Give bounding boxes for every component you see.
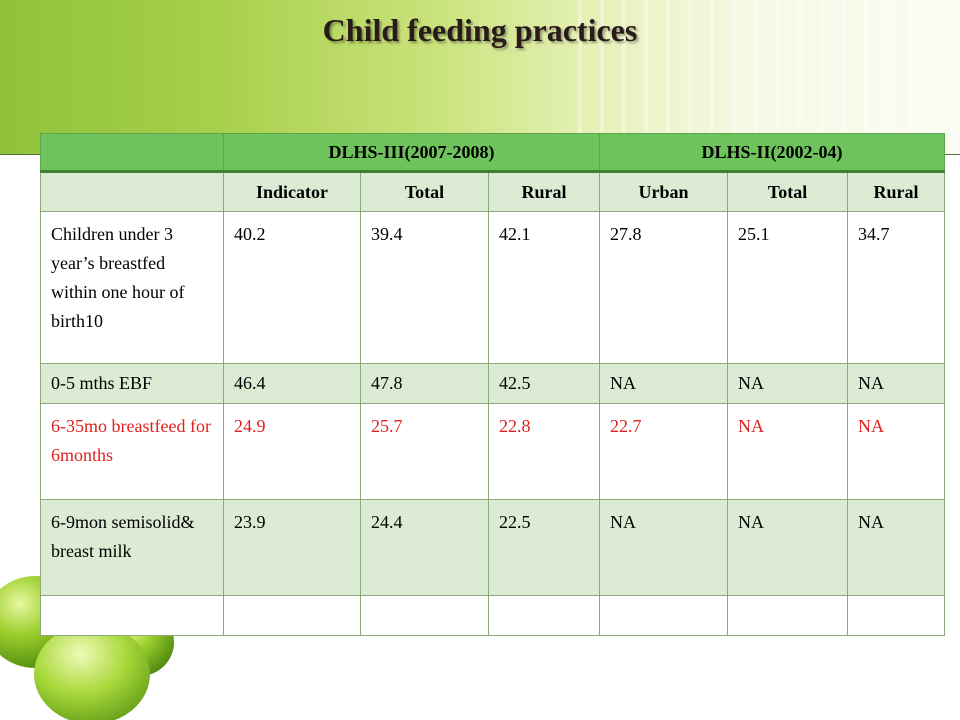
- table-cell: 22.8: [487, 403, 601, 500]
- table-cell: 22.7: [599, 403, 729, 500]
- table-cell: NA: [847, 363, 946, 404]
- table-cell-empty: [599, 595, 729, 636]
- banner-stripes: [560, 0, 960, 155]
- row-label: Children under 3 year’s breastfed within…: [40, 211, 224, 364]
- column-header-indicator: Indicator: [223, 170, 361, 212]
- column-header-rural: Rural: [487, 170, 601, 212]
- table-cell: 39.4: [360, 211, 489, 364]
- header-banner: [0, 0, 960, 155]
- table-cell: 23.9: [223, 499, 361, 596]
- column-header-urban: Urban: [599, 170, 729, 212]
- table-row: 6-9mon semisolid& breast milk 23.9 24.4 …: [40, 499, 946, 596]
- table-cell: NA: [599, 499, 729, 596]
- table-cell: NA: [727, 403, 849, 500]
- table-cell: 42.1: [487, 211, 601, 364]
- group-header-dlhs2: DLHS-II(2002-04): [599, 133, 946, 172]
- table-cell-empty: [727, 595, 849, 636]
- table-cell: 24.4: [360, 499, 489, 596]
- table-cell: NA: [727, 499, 849, 596]
- table-cell: 27.8: [599, 211, 729, 364]
- table-cell: 34.7: [847, 211, 946, 364]
- table-cell: 47.8: [360, 363, 489, 404]
- column-header-row: Indicator Total Rural Urban Total Rural: [40, 170, 946, 212]
- table-cell-empty: [360, 595, 489, 636]
- table-cell-empty: [223, 595, 361, 636]
- table-cell-empty: [847, 595, 946, 636]
- empty-row: [40, 595, 946, 636]
- group-header-dlhs3: DLHS-III(2007-2008): [222, 133, 601, 172]
- table-row: Children under 3 year’s breastfed within…: [40, 211, 946, 364]
- row-label: 0-5 mths EBF: [40, 363, 224, 404]
- table-cell: 25.1: [727, 211, 849, 364]
- table-cell: NA: [599, 363, 729, 404]
- feeding-practices-table: DLHS-III(2007-2008) DLHS-II(2002-04) Ind…: [40, 133, 946, 636]
- table-row: 0-5 mths EBF 46.4 47.8 42.5 NA NA NA: [40, 363, 946, 404]
- table-cell: 24.9: [223, 403, 361, 500]
- apple-front: [34, 624, 150, 720]
- table-cell: NA: [727, 363, 849, 404]
- table-cell: 22.5: [487, 499, 601, 596]
- row-label: 6-35mo breastfeed for 6months: [40, 403, 224, 500]
- table-cell: 40.2: [223, 211, 361, 364]
- table-cell: 46.4: [223, 363, 361, 404]
- group-header-blank: [40, 133, 224, 172]
- slide-title: Child feeding practices: [322, 12, 638, 48]
- column-header-total: Total: [360, 170, 489, 212]
- table-cell: 42.5: [487, 363, 601, 404]
- column-header-total-2: Total: [727, 170, 849, 212]
- table-cell-empty: [40, 595, 224, 636]
- table-cell: 25.7: [360, 403, 489, 500]
- table-row-highlighted: 6-35mo breastfeed for 6months 24.9 25.7 …: [40, 403, 946, 500]
- table-cell: NA: [847, 499, 946, 596]
- table-cell-empty: [487, 595, 601, 636]
- table-cell: NA: [847, 403, 946, 500]
- column-header-rural-2: Rural: [847, 170, 946, 212]
- group-header-row: DLHS-III(2007-2008) DLHS-II(2002-04): [40, 133, 946, 172]
- row-label: 6-9mon semisolid& breast milk: [40, 499, 224, 596]
- column-header-blank: [40, 170, 224, 212]
